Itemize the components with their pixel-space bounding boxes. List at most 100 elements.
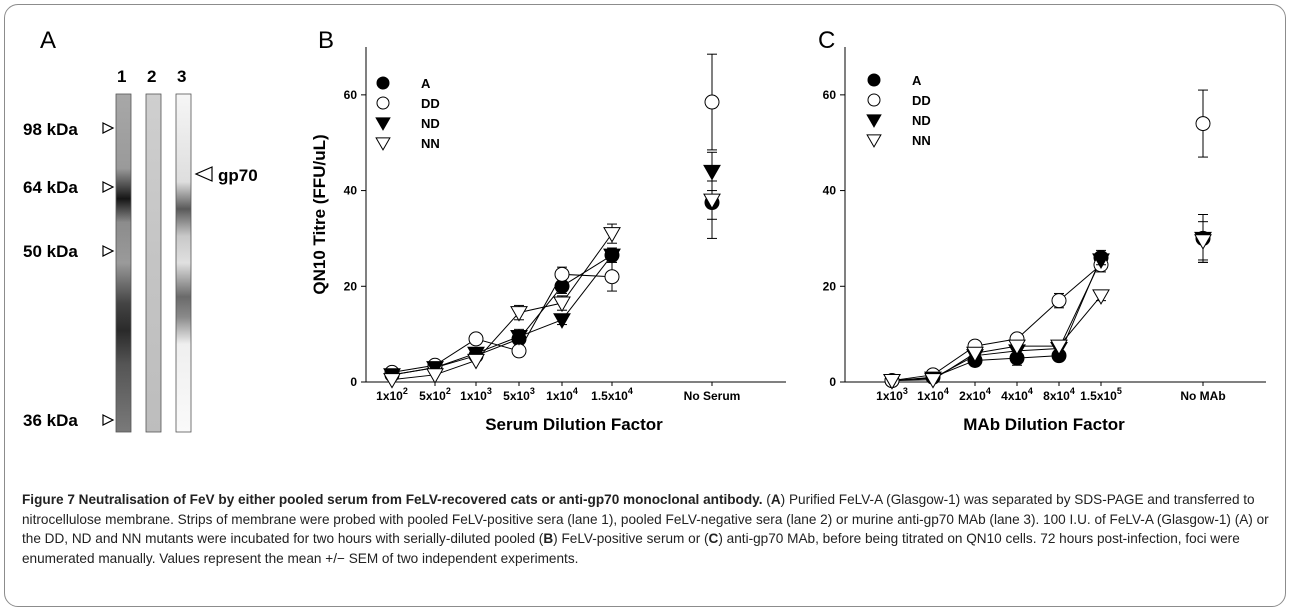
series-line-a — [391, 254, 613, 376]
band-label-gp70: gp70 — [218, 166, 258, 185]
marker-label-50: 50 kDa — [23, 242, 78, 261]
panel-b-legend: A DD ND NN — [375, 76, 440, 151]
legend-symbol-nn — [375, 137, 391, 151]
data-point-nn — [426, 368, 444, 384]
y-tick-label: 0 — [350, 375, 357, 389]
legend-label-dd: DD — [421, 96, 440, 111]
legend-symbol-a — [376, 76, 390, 90]
caption-text: ( — [762, 492, 771, 507]
legend-label-nd: ND — [912, 113, 931, 128]
data-point-nd — [553, 313, 571, 329]
marker-arrow-36 — [102, 414, 115, 426]
x-tick-label: No MAb — [1180, 389, 1225, 403]
legend-symbol-nd — [866, 114, 882, 128]
marker-arrow-98 — [102, 122, 115, 134]
x-axis-label: Serum Dilution Factor — [485, 415, 663, 434]
y-tick-label: 0 — [829, 375, 836, 389]
series-line-nn — [391, 233, 613, 381]
data-point-dd — [604, 269, 620, 285]
data-point-dd — [1195, 116, 1211, 132]
legend-symbol-dd — [376, 96, 390, 110]
x-tick-label: 1.5x105 — [1080, 386, 1122, 403]
y-tick-label: 60 — [823, 88, 837, 102]
data-point-nn — [1092, 289, 1110, 305]
data-point-nn — [603, 227, 621, 243]
x-tick-label: 5x102 — [419, 386, 451, 403]
data-point-dd — [554, 266, 570, 282]
data-point-nn — [510, 306, 528, 322]
data-point-dd — [704, 94, 720, 110]
data-point-dd — [1051, 293, 1067, 309]
legend-label-a: A — [421, 76, 431, 91]
legend-symbol-a — [867, 73, 881, 87]
caption-text: ) Purified FeLV-A (Glasgow-1) was separa… — [22, 492, 1269, 546]
lane-label-2: 2 — [147, 67, 156, 86]
figure-frame — [4, 4, 1286, 607]
data-point-nn — [1050, 339, 1068, 356]
data-point-dd — [511, 343, 527, 359]
panel-c-axes: 0 20 40 60 1x103 1x104 2x104 4x104 8x104 1.5x105 N… — [823, 47, 1266, 434]
y-tick-label: 20 — [823, 279, 837, 293]
marker-arrow-50 — [102, 245, 115, 257]
x-tick-label: 1x103 — [460, 386, 492, 403]
legend-symbol-nd — [375, 117, 391, 131]
lane-label-3: 3 — [177, 67, 186, 86]
x-tick-label: 1x104 — [917, 386, 949, 403]
data-point-dd — [468, 331, 484, 347]
marker-label-36: 36 kDa — [23, 411, 78, 430]
marker-label-98: 98 kDa — [23, 120, 78, 139]
data-point-nd — [703, 164, 721, 181]
legend-label-nn: NN — [421, 136, 440, 151]
panel-c-chart: C 0 20 40 60 1x103 1x104 2x104 4x104 8x104 1.5x10… — [818, 27, 1266, 434]
legend-symbol-dd — [867, 93, 881, 107]
caption-text: ) anti-gp70 MAb, before being titrated o… — [22, 531, 1240, 566]
blot-lane-1 — [115, 93, 132, 433]
series-line-dd — [391, 273, 613, 373]
data-point-nd — [603, 248, 621, 265]
legend-label-a: A — [912, 73, 922, 88]
x-tick-label: 1x102 — [376, 386, 408, 403]
panel-letter-b: B — [318, 27, 334, 54]
y-tick-label: 20 — [344, 279, 358, 293]
series-line-dd — [891, 264, 1102, 382]
data-point-nn — [1194, 234, 1212, 250]
caption-body: (A) Purified FeLV-A (Glasgow-1) was sepa… — [22, 492, 1269, 566]
panel-c-legend: A DD ND NN — [866, 73, 931, 148]
band-arrow-gp70 — [194, 166, 213, 182]
caption-panel-ref: B — [543, 531, 554, 546]
legend-symbol-nn — [866, 134, 882, 148]
data-point-nn — [467, 353, 485, 370]
panel-b-axes: 0 20 40 60 1x102 5x102 1x103 5x103 1x104 1.5x104 N… — [310, 47, 786, 434]
panel-letter-c: C — [818, 27, 835, 54]
x-tick-label: 1x104 — [546, 386, 578, 403]
x-tick-label: No Serum — [684, 389, 741, 403]
x-tick-label: 1x103 — [876, 386, 908, 403]
caption-text: ) FeLV-positive serum or ( — [553, 531, 709, 546]
data-point-nn — [924, 373, 942, 389]
lane-label-1: 1 — [117, 67, 126, 86]
y-axis-label: QN10 Titre (FFU/uL) — [310, 134, 329, 294]
panel-b-marks — [383, 53, 721, 389]
caption-panel-ref: A — [770, 492, 781, 507]
x-tick-label: 4x104 — [1001, 386, 1033, 403]
panel-b-chart: B 0 20 40 60 1x102 5x102 1x103 5x103 1x104 1.5x10… — [310, 27, 786, 434]
legend-label-dd: DD — [912, 93, 931, 108]
y-tick-label: 40 — [823, 184, 837, 198]
series-line-a — [891, 257, 1102, 382]
x-tick-label: 1.5x104 — [591, 386, 633, 403]
x-tick-label: 8x104 — [1043, 386, 1075, 403]
figure-caption: Figure 7 Neutralisation of FeV by either… — [22, 490, 1272, 568]
y-tick-label: 40 — [344, 184, 358, 198]
data-point-nd — [1092, 253, 1110, 270]
blot-lane-3 — [175, 93, 192, 433]
panel-letter-a: A — [40, 27, 56, 54]
caption-panel-ref: C — [708, 531, 719, 546]
marker-label-64: 64 kDa — [23, 178, 78, 197]
x-axis-label: MAb Dilution Factor — [963, 415, 1125, 434]
y-tick-label: 60 — [344, 88, 358, 102]
x-tick-label: 2x104 — [959, 386, 991, 403]
data-point-nn — [383, 373, 401, 389]
data-point-nn — [1008, 339, 1026, 356]
data-point-nn — [966, 346, 984, 363]
data-point-nn — [883, 374, 901, 390]
